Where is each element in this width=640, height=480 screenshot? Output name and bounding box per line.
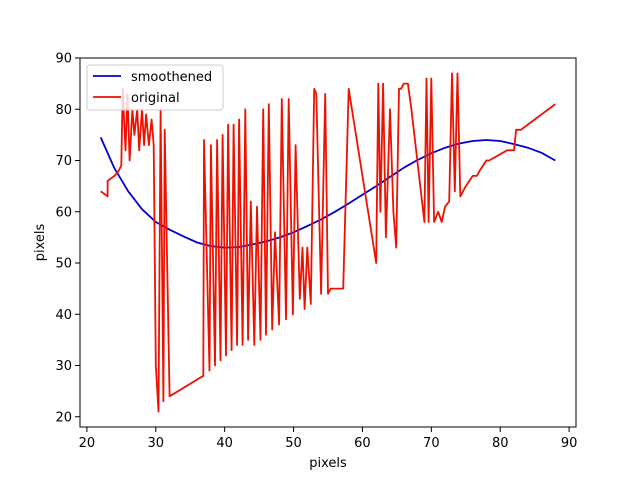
y-tick-label: 90 [55, 52, 72, 67]
x-tick-label: 80 [492, 436, 509, 451]
x-axis-ticks: 20 30 40 50 60 70 80 90 [79, 427, 578, 451]
y-tick-label: 60 [55, 205, 72, 220]
x-tick-label: 40 [216, 436, 233, 451]
x-tick-label: 60 [354, 436, 371, 451]
x-tick-label: 70 [423, 436, 440, 451]
y-tick-label: 20 [55, 410, 72, 425]
y-tick-label: 40 [55, 308, 72, 323]
x-tick-label: 20 [79, 436, 96, 451]
x-tick-label: 50 [285, 436, 302, 451]
series-line-smoothened [99, 137, 556, 249]
x-axis-label: pixels [309, 456, 347, 471]
legend-label-smoothened: smoothened [131, 70, 212, 85]
y-axis-ticks: 20 30 40 50 60 70 80 90 [55, 52, 80, 425]
x-tick-label: 30 [148, 436, 165, 451]
legend-label-original: original [131, 91, 180, 106]
y-tick-label: 30 [55, 359, 72, 374]
y-tick-label: 50 [55, 257, 72, 272]
y-tick-label: 70 [55, 154, 72, 169]
x-tick-label: 90 [561, 436, 578, 451]
axes-frame [79, 57, 577, 428]
y-tick-label: 80 [55, 103, 72, 118]
plot-area [79, 57, 577, 428]
legend: smoothened original [86, 64, 224, 111]
series-line-original [100, 72, 556, 413]
y-axis-label: pixels [33, 224, 48, 262]
series-layer [99, 72, 556, 413]
